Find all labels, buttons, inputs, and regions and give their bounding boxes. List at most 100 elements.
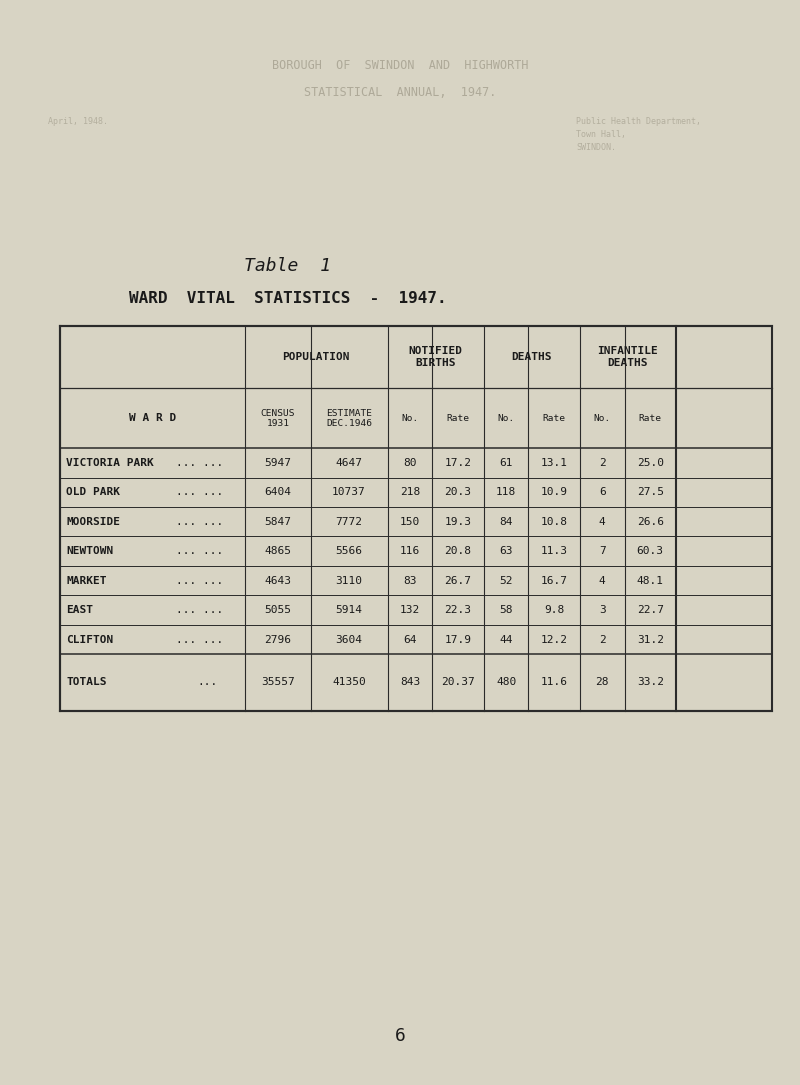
- Text: ... ...: ... ...: [176, 576, 224, 586]
- Text: 6404: 6404: [264, 487, 291, 497]
- Text: 10.9: 10.9: [541, 487, 568, 497]
- Text: 5847: 5847: [264, 516, 291, 526]
- Text: 58: 58: [499, 605, 513, 615]
- Text: 80: 80: [403, 458, 417, 468]
- Text: ... ...: ... ...: [176, 516, 224, 526]
- Text: 843: 843: [400, 677, 420, 688]
- Text: TOTALS: TOTALS: [66, 677, 107, 688]
- Text: 35557: 35557: [261, 677, 294, 688]
- Text: 26.7: 26.7: [445, 576, 471, 586]
- Text: 5566: 5566: [335, 546, 362, 557]
- Text: 22.7: 22.7: [637, 605, 664, 615]
- Text: VICTORIA PARK: VICTORIA PARK: [66, 458, 154, 468]
- Text: 4: 4: [599, 576, 606, 586]
- Text: STATISTICAL  ANNUAL,  1947.: STATISTICAL ANNUAL, 1947.: [304, 86, 496, 99]
- Text: 6: 6: [394, 1027, 406, 1045]
- Text: 4647: 4647: [335, 458, 362, 468]
- Text: 116: 116: [400, 546, 420, 557]
- Text: 22.3: 22.3: [445, 605, 471, 615]
- Text: No.: No.: [402, 413, 418, 423]
- Text: No.: No.: [498, 413, 514, 423]
- Text: 118: 118: [496, 487, 516, 497]
- Text: 17.2: 17.2: [445, 458, 471, 468]
- Text: 48.1: 48.1: [637, 576, 664, 586]
- Text: ESTIMATE
DEC.1946: ESTIMATE DEC.1946: [326, 409, 372, 427]
- Text: Rate: Rate: [638, 413, 662, 423]
- Text: 25.0: 25.0: [637, 458, 664, 468]
- Text: 61: 61: [499, 458, 513, 468]
- Text: WARD  VITAL  STATISTICS  -  1947.: WARD VITAL STATISTICS - 1947.: [129, 291, 447, 306]
- Text: 3110: 3110: [335, 576, 362, 586]
- Text: INFANTILE
DEATHS: INFANTILE DEATHS: [598, 346, 658, 368]
- Text: 5914: 5914: [335, 605, 362, 615]
- Text: SWINDON.: SWINDON.: [576, 143, 616, 152]
- Text: 2796: 2796: [264, 635, 291, 644]
- Text: NEWTOWN: NEWTOWN: [66, 546, 114, 557]
- Text: 20.8: 20.8: [445, 546, 471, 557]
- Text: 4865: 4865: [264, 546, 291, 557]
- Text: 83: 83: [403, 576, 417, 586]
- Text: 20.3: 20.3: [445, 487, 471, 497]
- Text: 132: 132: [400, 605, 420, 615]
- Text: 19.3: 19.3: [445, 516, 471, 526]
- Text: 11.6: 11.6: [541, 677, 568, 688]
- Text: CLIFTON: CLIFTON: [66, 635, 114, 644]
- Text: ...: ...: [198, 677, 218, 688]
- Text: BOROUGH  OF  SWINDON  AND  HIGHWORTH: BOROUGH OF SWINDON AND HIGHWORTH: [272, 59, 528, 72]
- Text: 6: 6: [599, 487, 606, 497]
- Text: CENSUS
1931: CENSUS 1931: [261, 409, 295, 427]
- Text: ... ...: ... ...: [176, 546, 224, 557]
- Text: 7772: 7772: [335, 516, 362, 526]
- Text: 11.3: 11.3: [541, 546, 568, 557]
- Text: 218: 218: [400, 487, 420, 497]
- Text: 41350: 41350: [332, 677, 366, 688]
- Text: 26.6: 26.6: [637, 516, 664, 526]
- Text: MOORSIDE: MOORSIDE: [66, 516, 120, 526]
- Text: Town Hall,: Town Hall,: [576, 130, 626, 139]
- Text: 12.2: 12.2: [541, 635, 568, 644]
- Text: ... ...: ... ...: [176, 635, 224, 644]
- Text: 5947: 5947: [264, 458, 291, 468]
- Text: 9.8: 9.8: [544, 605, 564, 615]
- Text: 4643: 4643: [264, 576, 291, 586]
- Text: No.: No.: [594, 413, 611, 423]
- Text: 2: 2: [599, 635, 606, 644]
- Text: 2: 2: [599, 458, 606, 468]
- Text: MARKET: MARKET: [66, 576, 107, 586]
- Text: 63: 63: [499, 546, 513, 557]
- Text: POPULATION: POPULATION: [282, 352, 350, 362]
- Text: 27.5: 27.5: [637, 487, 664, 497]
- Text: 16.7: 16.7: [541, 576, 568, 586]
- Text: NOTIFIED
BIRTHS: NOTIFIED BIRTHS: [409, 346, 462, 368]
- Text: 13.1: 13.1: [541, 458, 568, 468]
- Text: Rate: Rate: [542, 413, 566, 423]
- Text: 20.37: 20.37: [441, 677, 475, 688]
- Text: 3604: 3604: [335, 635, 362, 644]
- Text: 10.8: 10.8: [541, 516, 568, 526]
- Text: 33.2: 33.2: [637, 677, 664, 688]
- Text: 480: 480: [496, 677, 516, 688]
- Text: 3: 3: [599, 605, 606, 615]
- Text: 5055: 5055: [264, 605, 291, 615]
- Text: 150: 150: [400, 516, 420, 526]
- Text: 7: 7: [599, 546, 606, 557]
- Text: Rate: Rate: [446, 413, 470, 423]
- Text: 28: 28: [595, 677, 609, 688]
- Text: 10737: 10737: [332, 487, 366, 497]
- Text: ... ...: ... ...: [176, 458, 224, 468]
- Text: DEATHS: DEATHS: [511, 352, 552, 362]
- Text: Table  1: Table 1: [245, 257, 331, 275]
- Text: 64: 64: [403, 635, 417, 644]
- Text: 17.9: 17.9: [445, 635, 471, 644]
- Text: Public Health Department,: Public Health Department,: [576, 117, 701, 126]
- Text: OLD PARK: OLD PARK: [66, 487, 120, 497]
- Text: 4: 4: [599, 516, 606, 526]
- Text: W A R D: W A R D: [129, 413, 176, 423]
- Text: EAST: EAST: [66, 605, 94, 615]
- Text: ... ...: ... ...: [176, 487, 224, 497]
- Text: 31.2: 31.2: [637, 635, 664, 644]
- Text: 44: 44: [499, 635, 513, 644]
- Text: ... ...: ... ...: [176, 605, 224, 615]
- Text: April, 1948.: April, 1948.: [48, 117, 108, 126]
- Text: 60.3: 60.3: [637, 546, 664, 557]
